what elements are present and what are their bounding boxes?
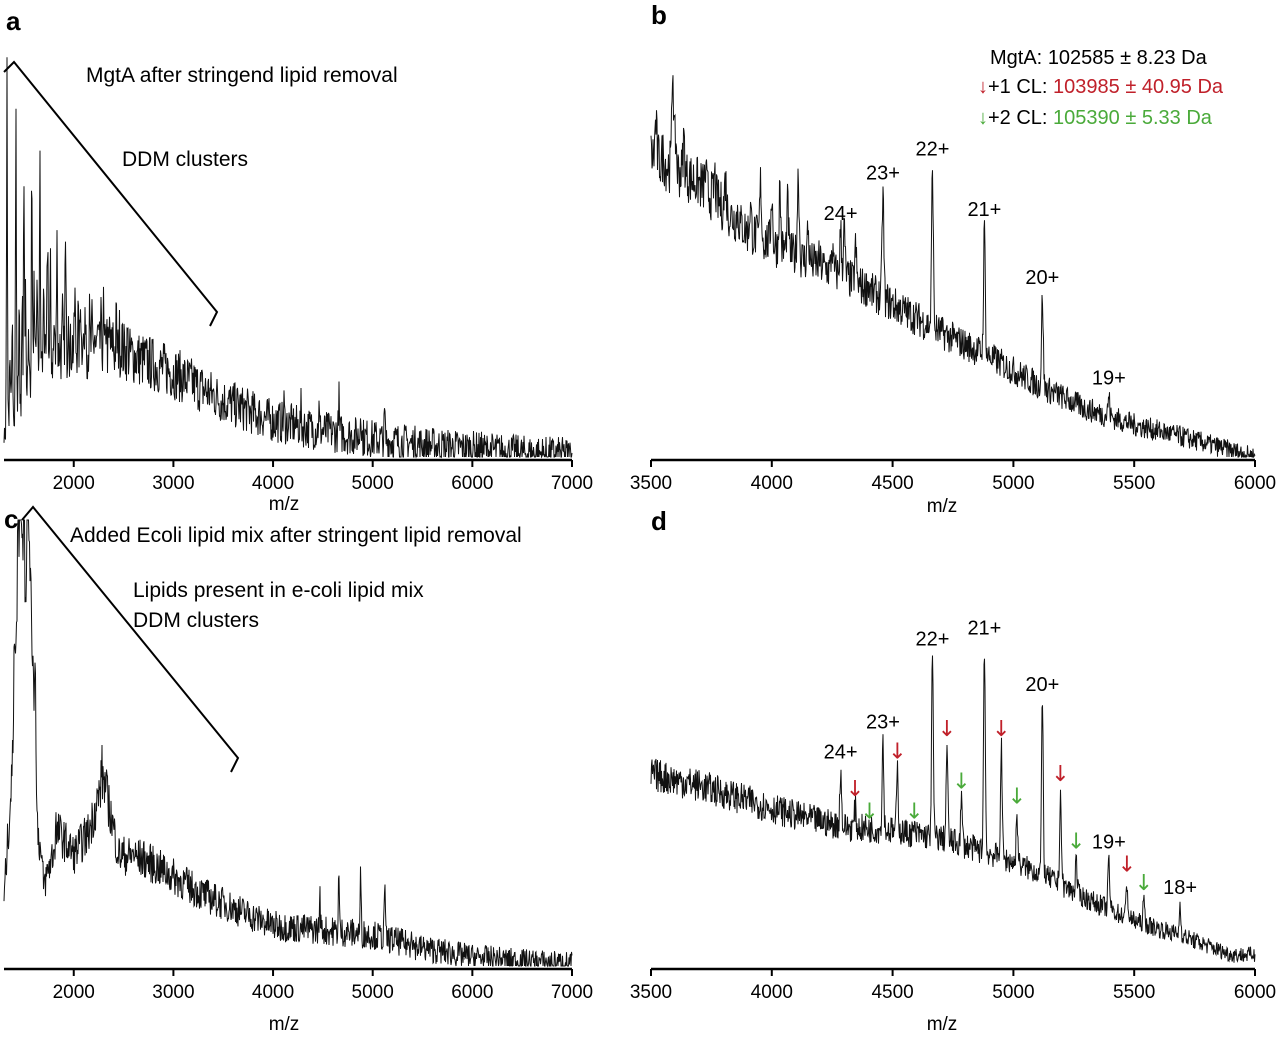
green-down-arrow-icon: ↓ — [1135, 871, 1153, 896]
panel-b-charge-label: 20+ — [1025, 267, 1059, 289]
panel-a: 2000 3000 4000 5000 6000 7000 MgtA after stri… — [3, 57, 593, 515]
red-down-arrow-icon: ↓ — [992, 717, 1010, 742]
red-down-arrow-icon: ↓ — [1051, 762, 1069, 787]
panel-b-tick-label: 5000 — [992, 473, 1034, 494]
panel-c-tick-label: 5000 — [352, 982, 394, 1003]
green-down-arrow-icon: ↓ — [952, 770, 970, 795]
panel-d-charge-label: 22+ — [915, 629, 949, 651]
panel-a-tick-label: 4000 — [252, 473, 294, 494]
panel-a-tick-label: 5000 — [352, 473, 394, 494]
green-down-arrow-icon: ↓ — [860, 800, 878, 825]
panel-b-tick-label: 4000 — [751, 473, 793, 494]
panel-b-tick-label: 5500 — [1113, 473, 1155, 494]
red-down-arrow-icon: ↓ — [978, 76, 988, 98]
legend-row-2cl: ↓+2 CL: 105390 ± 5.33 Da — [978, 107, 1213, 129]
panel-d: 3500 4000 4500 5000 5500 6000 24+ 23+ 22+ 21+ 20+… — [630, 617, 1276, 1035]
panel-d-tick-label: 4000 — [751, 982, 793, 1003]
panel-d-spectrum-trace — [650, 655, 1256, 963]
green-down-arrow-icon: ↓ — [978, 107, 988, 129]
panel-d-tick-label: 6000 — [1234, 982, 1276, 1003]
panel-c-lipids-label: Lipids present in e-coli lipid mix — [133, 579, 424, 602]
panel-d-xlabel: m/z — [927, 1014, 958, 1035]
panel-c-tick-label: 3000 — [152, 982, 194, 1003]
panel-d-charge-label: 19+ — [1092, 832, 1126, 854]
panel-d-charge-label: 20+ — [1025, 674, 1059, 696]
red-down-arrow-icon: ↓ — [1118, 852, 1136, 877]
panel-c-xlabel: m/z — [269, 1014, 300, 1035]
panel-d-tick-label: 5000 — [992, 982, 1034, 1003]
legend-row-1cl: ↓+1 CL: 103985 ± 40.95 Da — [978, 76, 1224, 98]
panel-c-tick-label: 6000 — [451, 982, 493, 1003]
panel-c-tick-label: 7000 — [551, 982, 593, 1003]
panel-d-tick-label: 4500 — [871, 982, 913, 1003]
panel-b-tick-label: 3500 — [630, 473, 672, 494]
panel-letter-c: c — [4, 504, 18, 534]
panel-a-tick-label: 6000 — [451, 473, 493, 494]
legend-2cl-label: +2 CL: — [988, 107, 1047, 129]
panel-c-bracket — [21, 505, 240, 773]
panel-b-charge-label: 22+ — [915, 139, 949, 161]
panel-b: 3500 4000 4500 5000 5500 6000 24+ 23+ 22+ 21+ 20+… — [630, 47, 1276, 517]
panel-letter-b: b — [651, 0, 667, 30]
panel-d-charge-label: 18+ — [1163, 877, 1197, 899]
panel-c-title: Added Ecoli lipid mix after stringent li… — [70, 524, 522, 547]
green-down-arrow-icon: ↓ — [1008, 785, 1026, 810]
panel-d-charge-label: 21+ — [967, 617, 1001, 639]
panel-letter-d: d — [651, 506, 667, 536]
panel-a-ddm-label: DDM clusters — [122, 148, 248, 171]
panel-b-tick-label: 6000 — [1234, 473, 1276, 494]
panel-c-spectrum-trace — [3, 519, 573, 968]
legend-mgta-label: MgtA: — [990, 47, 1042, 69]
panel-b-charge-label: 23+ — [866, 163, 900, 185]
panel-letter-a: a — [6, 6, 21, 36]
panel-d-charge-label: 24+ — [824, 741, 858, 763]
legend-row-mgta: MgtA: 102585 ± 8.23 Da — [990, 47, 1208, 69]
panel-a-tick-label: 2000 — [53, 473, 95, 494]
panel-d-tick-label: 3500 — [630, 982, 672, 1003]
green-down-arrow-icon: ↓ — [905, 800, 923, 825]
panel-b-charge-label: 21+ — [967, 199, 1001, 221]
legend-mgta-value: 102585 ± 8.23 Da — [1048, 47, 1208, 69]
panel-d-charge-label: 23+ — [866, 711, 900, 733]
panel-b-charge-label: 19+ — [1092, 368, 1126, 390]
panel-c-ddm-label: DDM clusters — [133, 609, 259, 632]
red-down-arrow-icon: ↓ — [846, 777, 864, 802]
panel-c-tick-label: 2000 — [53, 982, 95, 1003]
panel-c: 2000 3000 4000 5000 6000 7000 Added Ecoli lip… — [3, 505, 593, 1035]
panel-b-spectrum-trace — [650, 75, 1256, 459]
panel-b-charge-label: 24+ — [824, 203, 858, 225]
panel-d-tick-label: 5500 — [1113, 982, 1155, 1003]
legend-1cl-value: 103985 ± 40.95 Da — [1053, 76, 1224, 98]
red-down-arrow-icon: ↓ — [888, 739, 906, 764]
panel-b-legend: MgtA: 102585 ± 8.23 Da ↓+1 CL: 103985 ± … — [978, 47, 1224, 129]
panel-a-tick-label: 7000 — [551, 473, 593, 494]
legend-1cl-label: +1 CL: — [988, 76, 1047, 98]
panel-a-tick-label: 3000 — [152, 473, 194, 494]
panel-a-bracket — [3, 60, 219, 327]
green-down-arrow-icon: ↓ — [1067, 830, 1085, 855]
legend-2cl-value: 105390 ± 5.33 Da — [1053, 107, 1213, 129]
panel-a-spectrum-trace — [3, 57, 573, 459]
panel-b-tick-label: 4500 — [871, 473, 913, 494]
panel-a-xlabel: m/z — [269, 494, 300, 515]
panel-b-xlabel: m/z — [927, 496, 958, 517]
red-down-arrow-icon: ↓ — [938, 717, 956, 742]
panel-a-title: MgtA after stringend lipid removal — [86, 64, 398, 87]
panel-c-tick-label: 4000 — [252, 982, 294, 1003]
